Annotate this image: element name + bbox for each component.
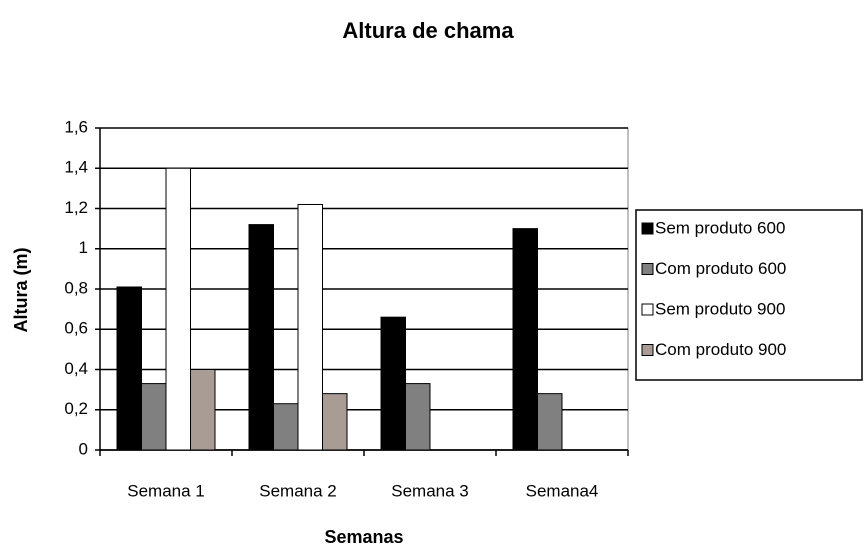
y-tick-label: 1,4 [64,158,88,177]
x-tick-label: Semana 1 [127,481,205,500]
bar [537,393,563,451]
bar [380,316,406,451]
bar [190,369,216,451]
legend-label: Sem produto 600 [655,218,785,237]
bar [116,286,142,451]
x-tick-label: Semana 3 [391,481,469,500]
legend-swatch [641,263,654,275]
legend-label: Com produto 900 [655,340,786,359]
y-tick-label: 0,2 [64,399,88,418]
legend-swatch [641,303,654,316]
bar [322,393,348,451]
bar [141,383,167,451]
y-tick-label: 0,8 [64,278,88,297]
legend [635,209,863,381]
bar [297,203,323,451]
chart-title: Altura de chama [342,18,514,43]
y-tick-label: 1 [79,238,88,257]
legend-label: Sem produto 900 [655,299,785,318]
bar [405,383,431,451]
y-axis-title: Altura (m) [11,247,31,332]
y-tick-label: 0,6 [64,319,88,338]
y-tick-label: 1,2 [64,198,88,217]
x-tick-label: Semana4 [526,481,599,500]
bar [248,224,274,451]
bar [512,228,538,451]
legend-swatch [641,344,654,356]
y-tick-label: 0 [79,439,88,458]
x-axis-title: Semanas [324,527,403,547]
x-tick-label: Semana 2 [259,481,337,500]
legend-label: Com produto 600 [655,259,786,278]
y-tick-label: 0,4 [64,359,88,378]
bar [165,167,191,451]
bar [273,403,299,451]
y-tick-label: 1,6 [64,117,88,136]
legend-swatch [641,222,654,235]
